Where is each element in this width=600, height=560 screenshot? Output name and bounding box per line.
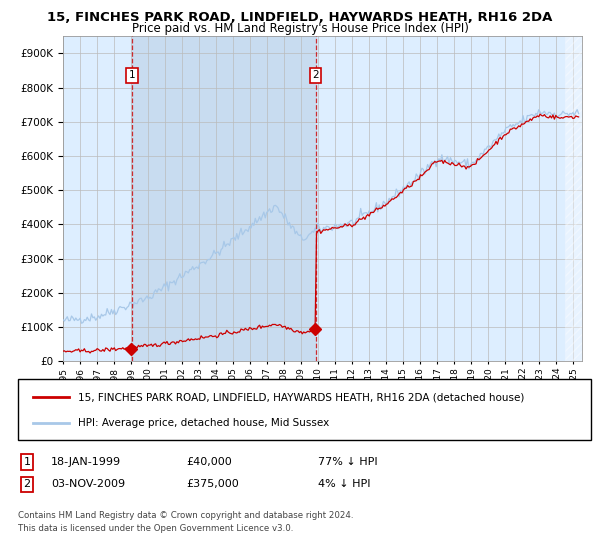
Bar — [132, 36, 316, 361]
Text: 2: 2 — [312, 71, 319, 81]
Text: 1: 1 — [128, 71, 135, 81]
Text: £40,000: £40,000 — [186, 457, 232, 467]
Text: 2: 2 — [23, 479, 31, 489]
Text: 77% ↓ HPI: 77% ↓ HPI — [318, 457, 377, 467]
Text: 15, FINCHES PARK ROAD, LINDFIELD, HAYWARDS HEATH, RH16 2DA: 15, FINCHES PARK ROAD, LINDFIELD, HAYWAR… — [47, 11, 553, 24]
Text: Price paid vs. HM Land Registry's House Price Index (HPI): Price paid vs. HM Land Registry's House … — [131, 22, 469, 35]
Text: 1: 1 — [23, 457, 31, 467]
Text: 4% ↓ HPI: 4% ↓ HPI — [318, 479, 371, 489]
Text: 15, FINCHES PARK ROAD, LINDFIELD, HAYWARDS HEATH, RH16 2DA (detached house): 15, FINCHES PARK ROAD, LINDFIELD, HAYWAR… — [78, 392, 524, 402]
Text: 18-JAN-1999: 18-JAN-1999 — [51, 457, 121, 467]
Text: HPI: Average price, detached house, Mid Sussex: HPI: Average price, detached house, Mid … — [78, 418, 329, 428]
Text: Contains HM Land Registry data © Crown copyright and database right 2024.
This d: Contains HM Land Registry data © Crown c… — [18, 511, 353, 533]
Text: 03-NOV-2009: 03-NOV-2009 — [51, 479, 125, 489]
Text: £375,000: £375,000 — [186, 479, 239, 489]
Bar — [565, 36, 587, 361]
